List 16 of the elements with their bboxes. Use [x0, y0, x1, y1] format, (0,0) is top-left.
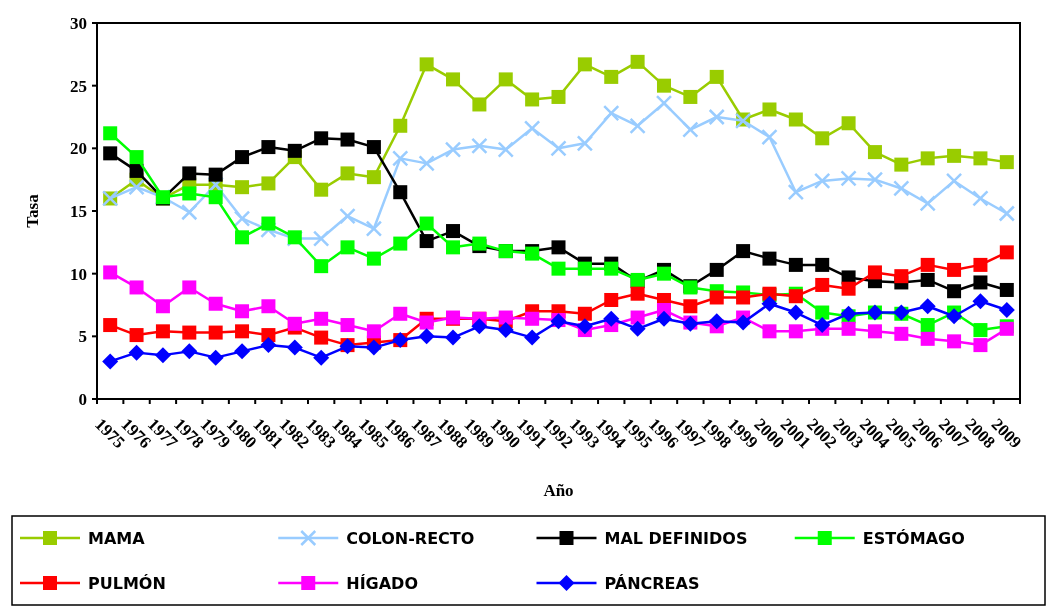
- y-tick-label: 5: [78, 327, 87, 347]
- y-tick-label: 10: [70, 264, 87, 284]
- y-tick-label: 30: [70, 13, 87, 33]
- legend-label: HÍGADO: [346, 573, 418, 593]
- y-tick-label: 15: [70, 201, 87, 221]
- legend-label: PULMÓN: [88, 573, 166, 593]
- y-tick-label: 25: [70, 76, 87, 96]
- legend-label: MAL DEFINIDOS: [604, 528, 748, 548]
- y-tick-label: 20: [70, 139, 87, 159]
- legend-label: COLON-RECTO: [346, 528, 475, 548]
- legend-label: MAMA: [88, 528, 146, 548]
- y-tick-label: 0: [78, 389, 87, 409]
- legend-label: PÁNCREAS: [604, 573, 700, 593]
- legend-label: ESTÓMAGO: [862, 528, 965, 548]
- x-axis-title: Año: [543, 481, 574, 500]
- y-axis-title: Tasa: [23, 193, 42, 228]
